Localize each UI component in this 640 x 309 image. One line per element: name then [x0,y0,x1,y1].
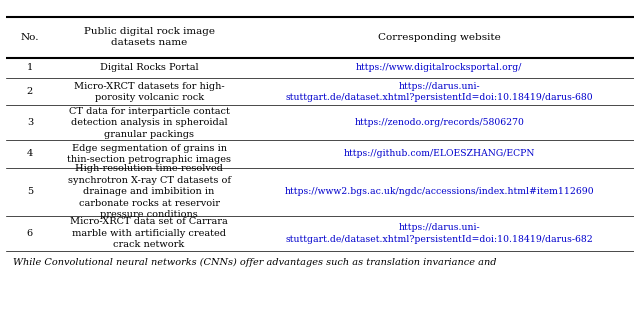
Text: 5: 5 [27,187,33,196]
Text: https://www.digitalrocksportal.org/: https://www.digitalrocksportal.org/ [356,63,522,72]
Text: High-resolution time-resolved
synchrotron X-ray CT datasets of
drainage and imbi: High-resolution time-resolved synchrotro… [68,164,230,219]
Text: https://darus.uni-
stuttgart.de/dataset.xhtml?persistentId=doi:10.18419/darus-68: https://darus.uni- stuttgart.de/dataset.… [285,223,593,243]
Text: https://www2.bgs.ac.uk/ngdc/accessions/index.html#item112690: https://www2.bgs.ac.uk/ngdc/accessions/i… [284,187,594,196]
Text: Public digital rock image
datasets name: Public digital rock image datasets name [84,28,214,47]
Text: 1: 1 [27,63,33,72]
Text: CT data for interparticle contact
detection analysis in spheroidal
granular pack: CT data for interparticle contact detect… [68,107,230,139]
Text: Corresponding website: Corresponding website [378,33,500,42]
Text: No.: No. [20,33,39,42]
Text: 4: 4 [27,149,33,159]
Text: Digital Rocks Portal: Digital Rocks Portal [100,63,198,72]
Text: https://zenodo.org/records/5806270: https://zenodo.org/records/5806270 [354,118,524,127]
Text: 3: 3 [27,118,33,127]
Text: 2: 2 [27,87,33,96]
Text: https://darus.uni-
stuttgart.de/dataset.xhtml?persistentId=doi:10.18419/darus-68: https://darus.uni- stuttgart.de/dataset.… [285,82,593,102]
Text: While Convolutional neural networks (CNNs) offer advantages such as translation : While Convolutional neural networks (CNN… [13,258,496,268]
Text: Edge segmentation of grains in
thin-section petrographic images: Edge segmentation of grains in thin-sect… [67,144,231,164]
Text: https://github.com/ELOESZHANG/ECPN: https://github.com/ELOESZHANG/ECPN [344,149,535,159]
Text: 6: 6 [27,229,33,238]
Text: Micro-XRCT datasets for high-
porosity volcanic rock: Micro-XRCT datasets for high- porosity v… [74,82,225,102]
Text: Micro-XRCT data set of Carrara
marble with artificially created
crack network: Micro-XRCT data set of Carrara marble wi… [70,218,228,249]
